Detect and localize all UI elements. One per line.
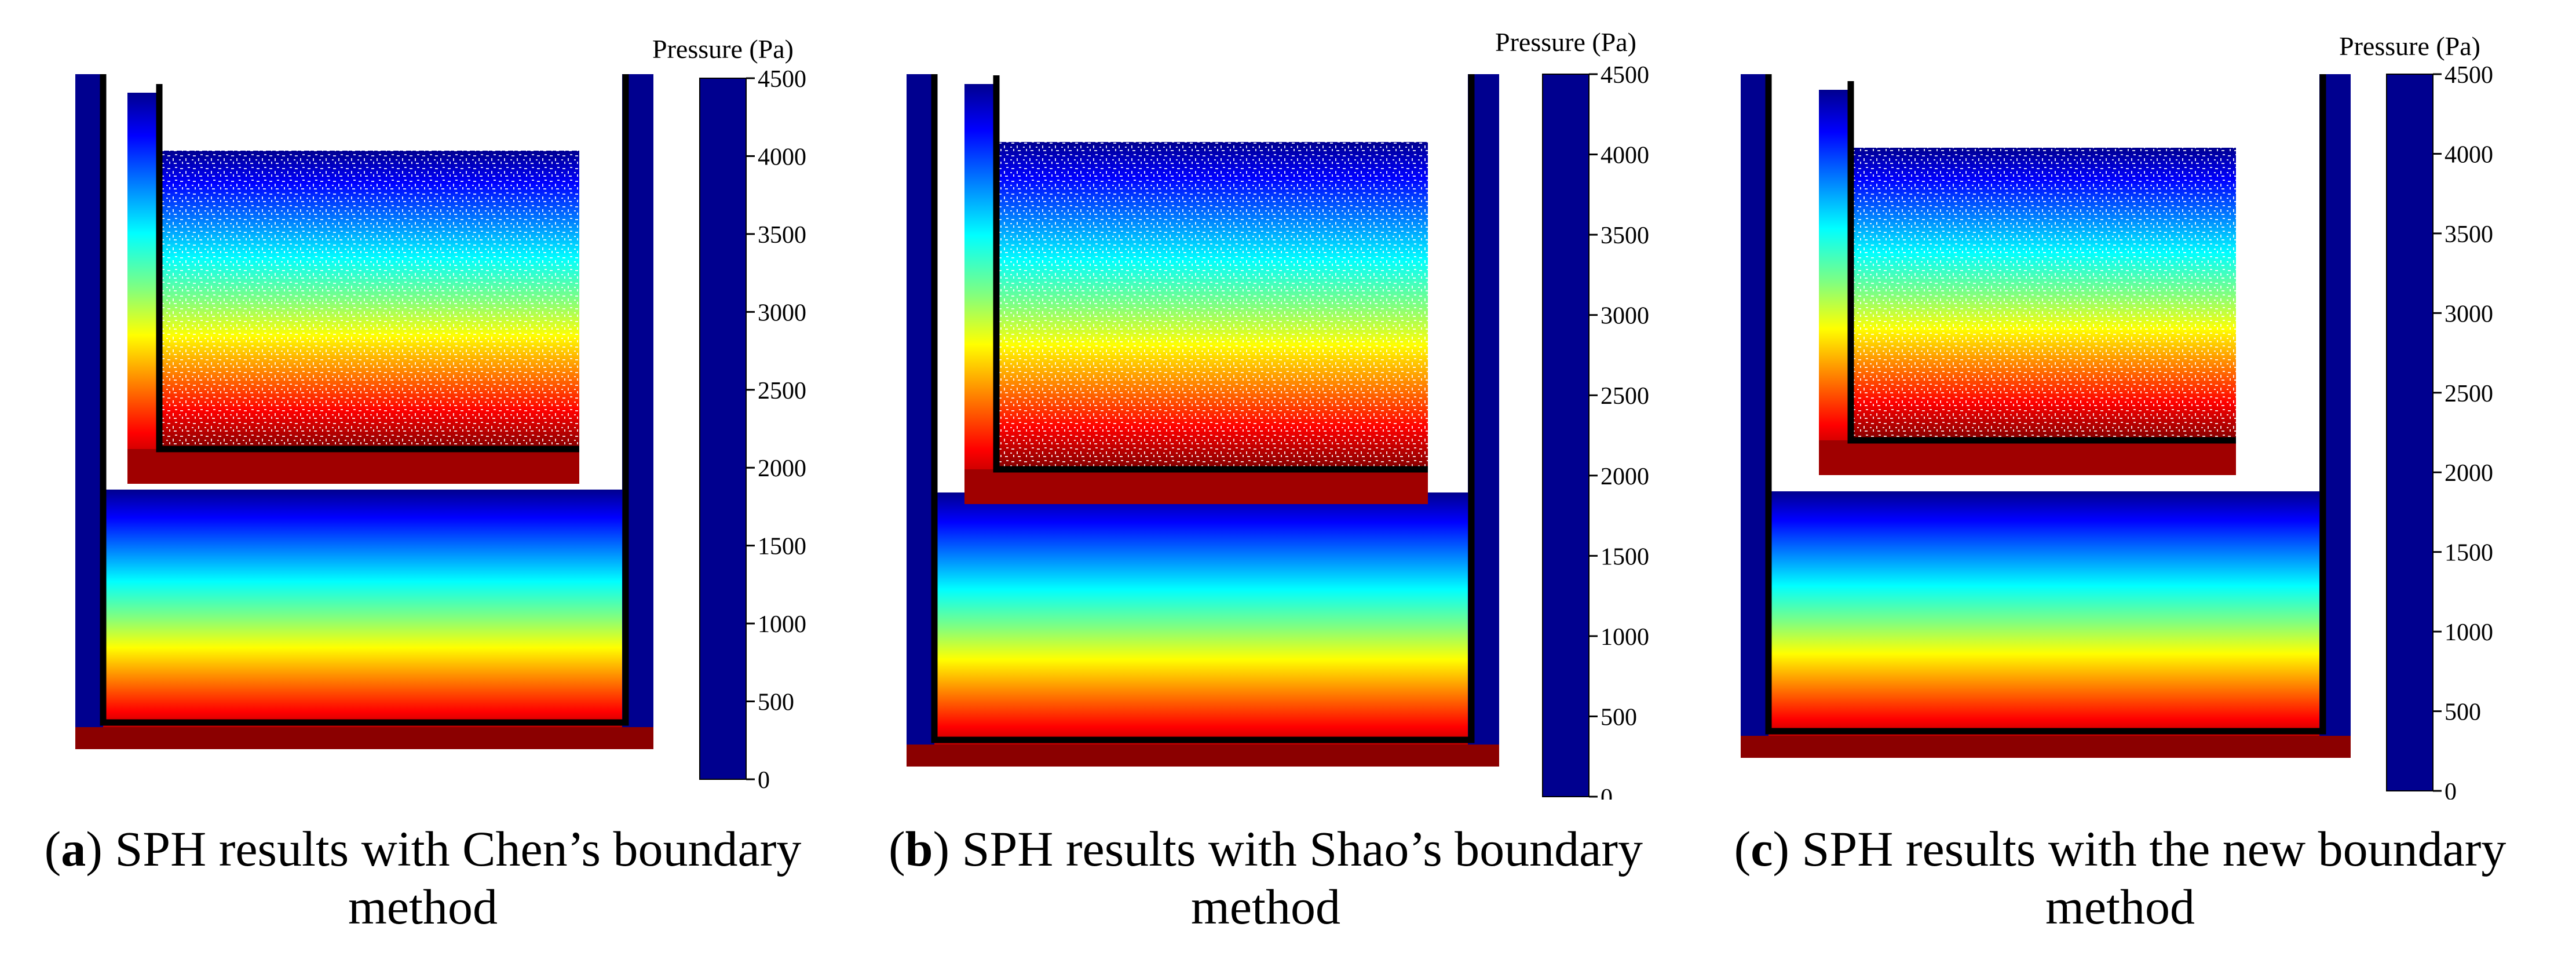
colorbar-tick-label: 2000 <box>1601 464 1649 490</box>
colorbar <box>2386 74 2434 791</box>
colorbar-tick-label: 0 <box>2445 779 2457 800</box>
inner-fluid-particles <box>159 151 579 449</box>
colorbar-tick-label: 4000 <box>1601 143 1649 169</box>
colorbar-tick-label: 1000 <box>1601 624 1649 651</box>
panel-caption-a: (a) SPH results with Chen’s boundary met… <box>44 821 802 935</box>
colorbar-tick-label: 3500 <box>758 222 806 249</box>
box-bottom-boundary <box>964 469 1428 504</box>
colorbar-tick-label: 500 <box>758 689 794 716</box>
tank-water-field <box>103 490 626 745</box>
colorbar-tick-label: 0 <box>758 767 770 794</box>
tank-bottom-boundary <box>907 745 1499 767</box>
box-left-boundary <box>127 93 161 484</box>
colorbar-label: Pressure (Pa) <box>1495 27 1636 57</box>
tank-left-wall <box>1741 74 1769 752</box>
tank-outline <box>931 74 1475 743</box>
box-outline <box>1847 81 2236 444</box>
panel-b: Pressure (Pa) 0 500 1000 1500 2000 2500 3000 350… <box>907 27 1649 800</box>
colorbar-tick-label: 4500 <box>2445 62 2493 89</box>
box-outline <box>993 75 1428 473</box>
colorbar-tick-label: 3000 <box>2445 301 2493 327</box>
colorbar-tick-label: 2500 <box>1601 383 1649 410</box>
colorbar-tick-label: 4500 <box>1601 62 1649 89</box>
box-outline <box>156 84 579 453</box>
colorbar <box>1542 74 1590 797</box>
colorbar-tick-label: 1000 <box>2445 619 2493 646</box>
colorbar-tick-label: 3000 <box>1601 303 1649 330</box>
tank-bottom-boundary <box>75 727 653 749</box>
panel-caption-b: (b) SPH results with Shao’s boundary met… <box>889 821 1643 935</box>
colorbar-tick-label: 2000 <box>758 455 806 482</box>
colorbar <box>699 78 747 780</box>
tank-water-field <box>934 492 1471 762</box>
inner-fluid-particles <box>1851 148 2236 440</box>
colorbar-tick-label: 500 <box>1601 704 1637 731</box>
panel-caption-c: (c) SPH results with the new boundary me… <box>1734 821 2506 935</box>
box-left-boundary <box>1819 90 1852 475</box>
colorbar-tick-label: 1000 <box>758 611 806 638</box>
colorbar-label: Pressure (Pa) <box>2339 31 2480 61</box>
colorbar-tick-label: 0 <box>1601 784 1613 800</box>
panel-c: Pressure (Pa) 0 500 1000 1500 2000 2500 3000 350… <box>1741 31 2493 800</box>
colorbar-tick-label: 4500 <box>758 66 806 93</box>
colorbar-tick-label: 1500 <box>1601 543 1649 570</box>
tank-left-wall <box>75 74 103 743</box>
tank-outline <box>1765 74 2326 735</box>
colorbar-tick-label: 4000 <box>758 144 806 170</box>
figure-svg: Pressure (Pa) 0 500 1000 1500 2000 2500 3000 350… <box>75 27 2493 800</box>
tank-water-field <box>1769 491 2323 753</box>
colorbar-tick-label: 1500 <box>2445 540 2493 567</box>
colorbar-tick-label: 500 <box>2445 699 2481 726</box>
box-bottom-boundary <box>1819 440 2236 475</box>
colorbar-tick-label: 3500 <box>2445 221 2493 248</box>
colorbar-label: Pressure (Pa) <box>652 34 794 64</box>
box-left-boundary <box>964 84 998 504</box>
inner-fluid-particles <box>996 142 1428 469</box>
panel-a: Pressure (Pa) 0 500 1000 1500 2000 2500 3000 350… <box>75 34 806 794</box>
colorbar-tick-label: 2000 <box>2445 460 2493 487</box>
colorbar-tick-label: 3500 <box>1601 222 1649 249</box>
box-bottom-boundary <box>127 449 579 484</box>
colorbar-tick-label: 1500 <box>758 534 806 560</box>
colorbar-tick-label: 2500 <box>2445 381 2493 407</box>
tank-left-wall <box>907 74 934 761</box>
colorbar-tick-label: 4000 <box>2445 141 2493 168</box>
colorbar-tick-label: 2500 <box>758 378 806 404</box>
colorbar-tick-label: 3000 <box>758 300 806 326</box>
tank-outline <box>100 74 629 726</box>
tank-bottom-boundary <box>1741 736 2351 758</box>
